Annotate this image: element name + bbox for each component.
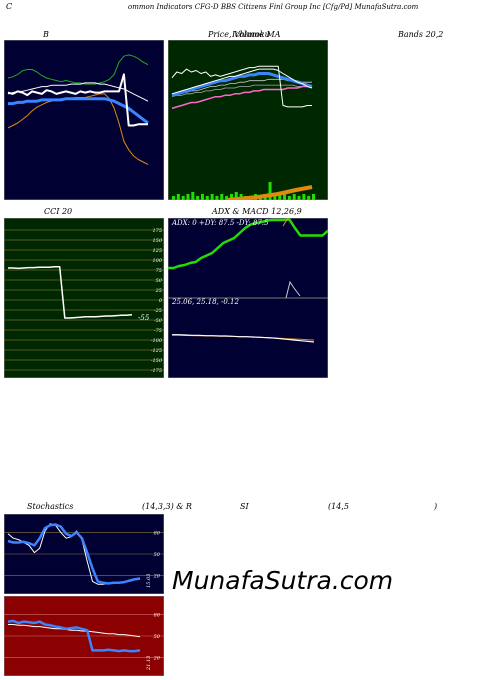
cci-panel: 175 150 125 100 75 50 25 0 -25 -50 -75 -100 -125 -150… (4, 218, 164, 378)
adx-hist-line (285, 280, 301, 298)
ichimoku-cloud-line (227, 185, 313, 200)
cci-tick-label: 0 (159, 298, 163, 304)
osc-tick-label: 80 (154, 612, 161, 618)
bollinger-panel (4, 40, 164, 200)
volume-bar (225, 196, 229, 200)
macd-line (172, 334, 315, 343)
cci-tick-label: -175 (151, 368, 162, 374)
volume-bar (186, 194, 190, 200)
cci-tick-label: 50 (156, 278, 163, 284)
cci-tick-label: -100 (151, 338, 163, 344)
ma-white-line (171, 68, 313, 95)
volume-bar (297, 196, 301, 200)
volume-bar (287, 196, 291, 200)
cci-tick-label: -150 (151, 358, 163, 364)
volume-bar (234, 192, 238, 200)
ichimoku-label: Ichimoku (232, 30, 270, 39)
bollinger-lines (7, 54, 149, 165)
price-panel (168, 40, 328, 200)
boll-mid-line (8, 97, 149, 125)
macd-panel (168, 298, 328, 378)
price-lines (171, 65, 313, 200)
watermark: MunafaSutra.com (172, 566, 394, 595)
macd-series-line (172, 334, 315, 343)
volume-bar (273, 196, 277, 200)
price-line (171, 65, 312, 108)
stoch-label: Stochastics (27, 502, 74, 511)
bollinger-label: B (43, 30, 49, 39)
volume-bar (176, 194, 180, 200)
boll-price-line (7, 73, 148, 127)
osc-tick-label: 20 (153, 656, 161, 662)
volume-bar (196, 196, 200, 200)
header-title: ommon Indicators CFG-D BBS Citizens Finl… (128, 3, 419, 11)
ma-pink-line (171, 85, 312, 110)
ma-blue-line (171, 72, 313, 97)
rsi-panel: 80 50 20 21.13 (4, 596, 164, 676)
cci-tick-label: -50 (154, 318, 163, 324)
cci-tick-label: -125 (151, 348, 162, 354)
volume-bar (312, 194, 315, 200)
osc-tick-label: 80 (154, 530, 161, 536)
cci-tick-label: -75 (154, 328, 162, 334)
volume-bar (302, 194, 306, 200)
volume-bar (278, 194, 282, 200)
ichimoku-line-b (171, 84, 312, 98)
adx-series-line (168, 218, 328, 270)
macd-text: 25.06, 25.18, -0.12 (172, 298, 239, 306)
volume-bar (210, 194, 214, 200)
adx-text: ADX: 0 +DY: 87.5 -DY: 87.5 (172, 219, 269, 227)
volume-bar (307, 196, 311, 200)
cci-line: -55 (8, 266, 150, 322)
volume-bar (191, 192, 195, 200)
cci-last-label: -55 (138, 314, 150, 322)
osc-last-label: 21.13 (146, 656, 152, 671)
rsi-si: SI (240, 502, 249, 511)
volume-bar (205, 196, 209, 200)
volume-bar (229, 194, 233, 200)
stoch-params: (14,3,3) & R (142, 502, 192, 511)
adx-macd-label: ADX & MACD 12,26,9 (212, 207, 302, 216)
osc-last-label: 15.03 (146, 574, 152, 588)
volume-bar (220, 194, 224, 200)
stochastics-panel: 80 50 20 15.03 (4, 514, 164, 594)
rsi-lines: 21.13 (7, 619, 152, 671)
header-c: C (6, 2, 13, 11)
osc-tick-label: 50 (154, 634, 161, 640)
rsi-close: ) (434, 502, 438, 511)
volume-bar (292, 194, 296, 200)
osc-tick-label: 50 (154, 552, 161, 558)
volume-bar (172, 196, 175, 200)
osc-main-line (7, 619, 141, 653)
rsi-params: (14,5 (328, 502, 349, 511)
volume-bar (200, 194, 204, 200)
cci-tick-label: -25 (154, 308, 162, 314)
osc-signal-line (8, 624, 141, 638)
osc-tick-label: 20 (153, 574, 161, 580)
boll-green-line (7, 54, 149, 85)
price-label: Price, Volume MA (208, 30, 281, 39)
bands-label: Bands 20,2 (398, 30, 444, 39)
stochastics-lines: 15.03 (7, 523, 152, 588)
volume-bar (215, 196, 219, 200)
adx-line (168, 218, 328, 298)
cci-tick-label: 25 (155, 288, 162, 294)
cci-tick-label: 150 (152, 238, 162, 244)
cci-label: CCI 20 (44, 207, 73, 216)
adx-minus-line (282, 218, 289, 227)
osc-main-line (7, 523, 141, 585)
cci-series-line (8, 266, 133, 319)
adx-panel (168, 218, 328, 298)
cci-grid: 175 150 125 100 75 50 25 0 -25 -50 -75 -100 -125 -150… (4, 228, 164, 374)
cci-tick-label: 100 (152, 258, 162, 264)
volume-bar (268, 182, 272, 200)
stochastics-grid: 80 50 20 (4, 530, 164, 580)
cci-tick-label: 175 (152, 228, 162, 234)
cci-tick-label: 125 (152, 248, 162, 254)
volume-bar (181, 196, 185, 200)
cci-tick-label: 75 (156, 268, 162, 274)
volume-bar (283, 192, 287, 200)
